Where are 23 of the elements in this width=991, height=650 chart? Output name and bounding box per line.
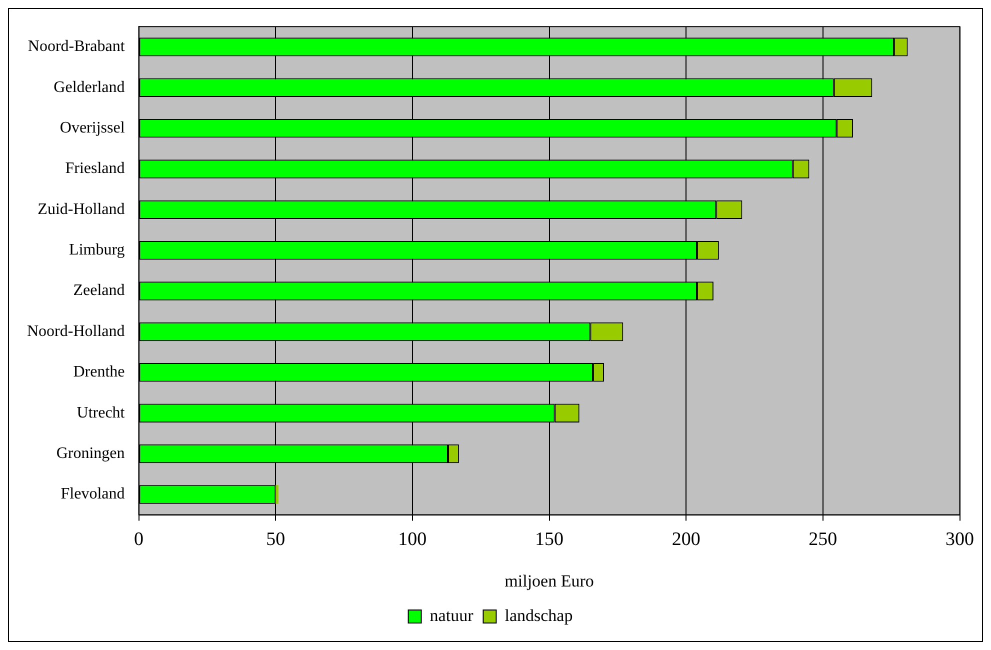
y-tick-label: Zuid-Holland <box>38 200 125 218</box>
x-tick-label: 300 <box>946 529 974 550</box>
x-axis-title: miljoen Euro <box>504 571 594 590</box>
y-tick-label: Overijssel <box>60 120 126 137</box>
legend-label: natuur <box>430 606 474 625</box>
y-tick-label: Utrecht <box>76 404 126 422</box>
x-tick-label: 100 <box>398 529 427 550</box>
x-tick-label: 50 <box>266 529 286 550</box>
bar <box>276 485 278 504</box>
y-tick-label: Zeeland <box>73 282 125 300</box>
legend-label: landschap <box>504 606 573 625</box>
y-tick-label: Flevoland <box>60 486 125 503</box>
y-tick-label: Drenthe <box>73 364 125 381</box>
y-tick-label: Friesland <box>65 160 125 178</box>
x-tick-label: 200 <box>672 529 700 550</box>
x-tick-label: 150 <box>535 529 564 550</box>
y-tick-label: Noord-Brabant <box>28 38 126 56</box>
x-tick-label: 250 <box>808 529 838 550</box>
y-tick-label: Noord-Holland <box>26 322 125 340</box>
y-tick-label: Gelderland <box>54 78 125 96</box>
x-tick-label: 0 <box>134 529 144 550</box>
y-tick-label: Groningen <box>56 444 125 462</box>
y-tick-label: Limburg <box>69 242 125 259</box>
